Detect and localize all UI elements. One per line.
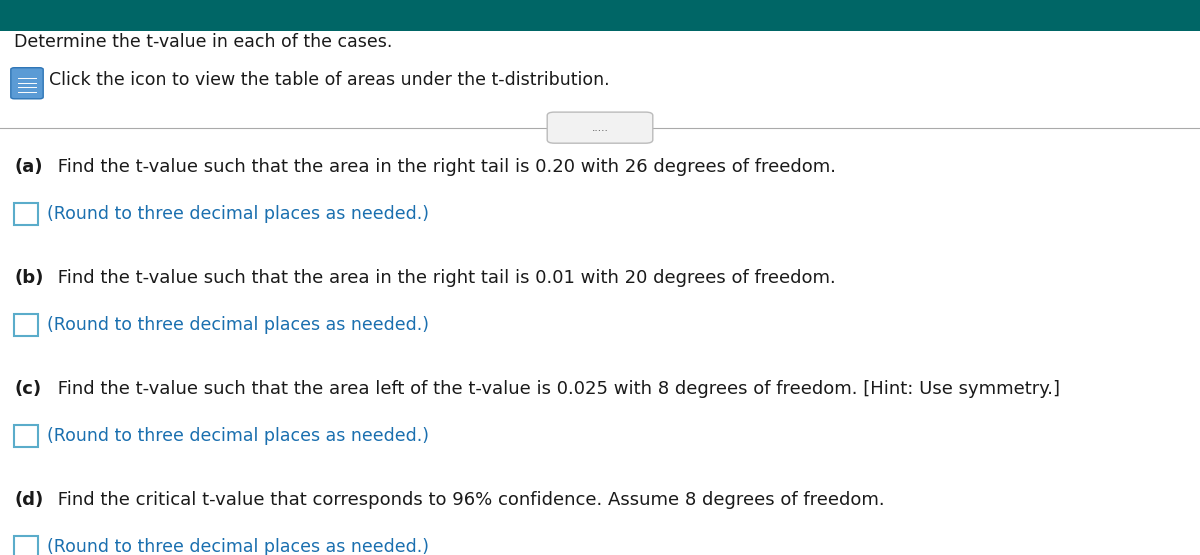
Bar — [14, 425, 38, 447]
Text: Find the t-value such that the area in the right tail is 0.20 with 26 degrees of: Find the t-value such that the area in t… — [52, 158, 835, 176]
Text: Find the t-value such that the area in the right tail is 0.01 with 20 degrees of: Find the t-value such that the area in t… — [52, 269, 835, 287]
Text: (Round to three decimal places as needed.): (Round to three decimal places as needed… — [47, 538, 428, 555]
FancyBboxPatch shape — [11, 68, 43, 99]
Text: (c): (c) — [14, 380, 42, 398]
Bar — [0, 0, 1200, 31]
Bar — [14, 536, 38, 555]
Text: (Round to three decimal places as needed.): (Round to three decimal places as needed… — [47, 205, 428, 223]
Bar — [14, 203, 38, 225]
Text: Click the icon to view the table of areas under the t-distribution.: Click the icon to view the table of area… — [49, 72, 610, 89]
Text: (Round to three decimal places as needed.): (Round to three decimal places as needed… — [47, 316, 428, 334]
Text: (a): (a) — [14, 158, 43, 176]
Text: .....: ..... — [592, 123, 608, 133]
Text: Find the t-value such that the area left of the t-value is 0.025 with 8 degrees : Find the t-value such that the area left… — [52, 380, 1060, 398]
Text: Determine the t-value in each of the cases.: Determine the t-value in each of the cas… — [14, 33, 392, 51]
Text: Find the critical t-value that corresponds to 96% confidence. Assume 8 degrees o: Find the critical t-value that correspon… — [52, 491, 884, 509]
FancyBboxPatch shape — [547, 112, 653, 143]
Text: (b): (b) — [14, 269, 43, 287]
Text: (d): (d) — [14, 491, 43, 509]
Text: (Round to three decimal places as needed.): (Round to three decimal places as needed… — [47, 427, 428, 445]
Bar — [14, 314, 38, 336]
